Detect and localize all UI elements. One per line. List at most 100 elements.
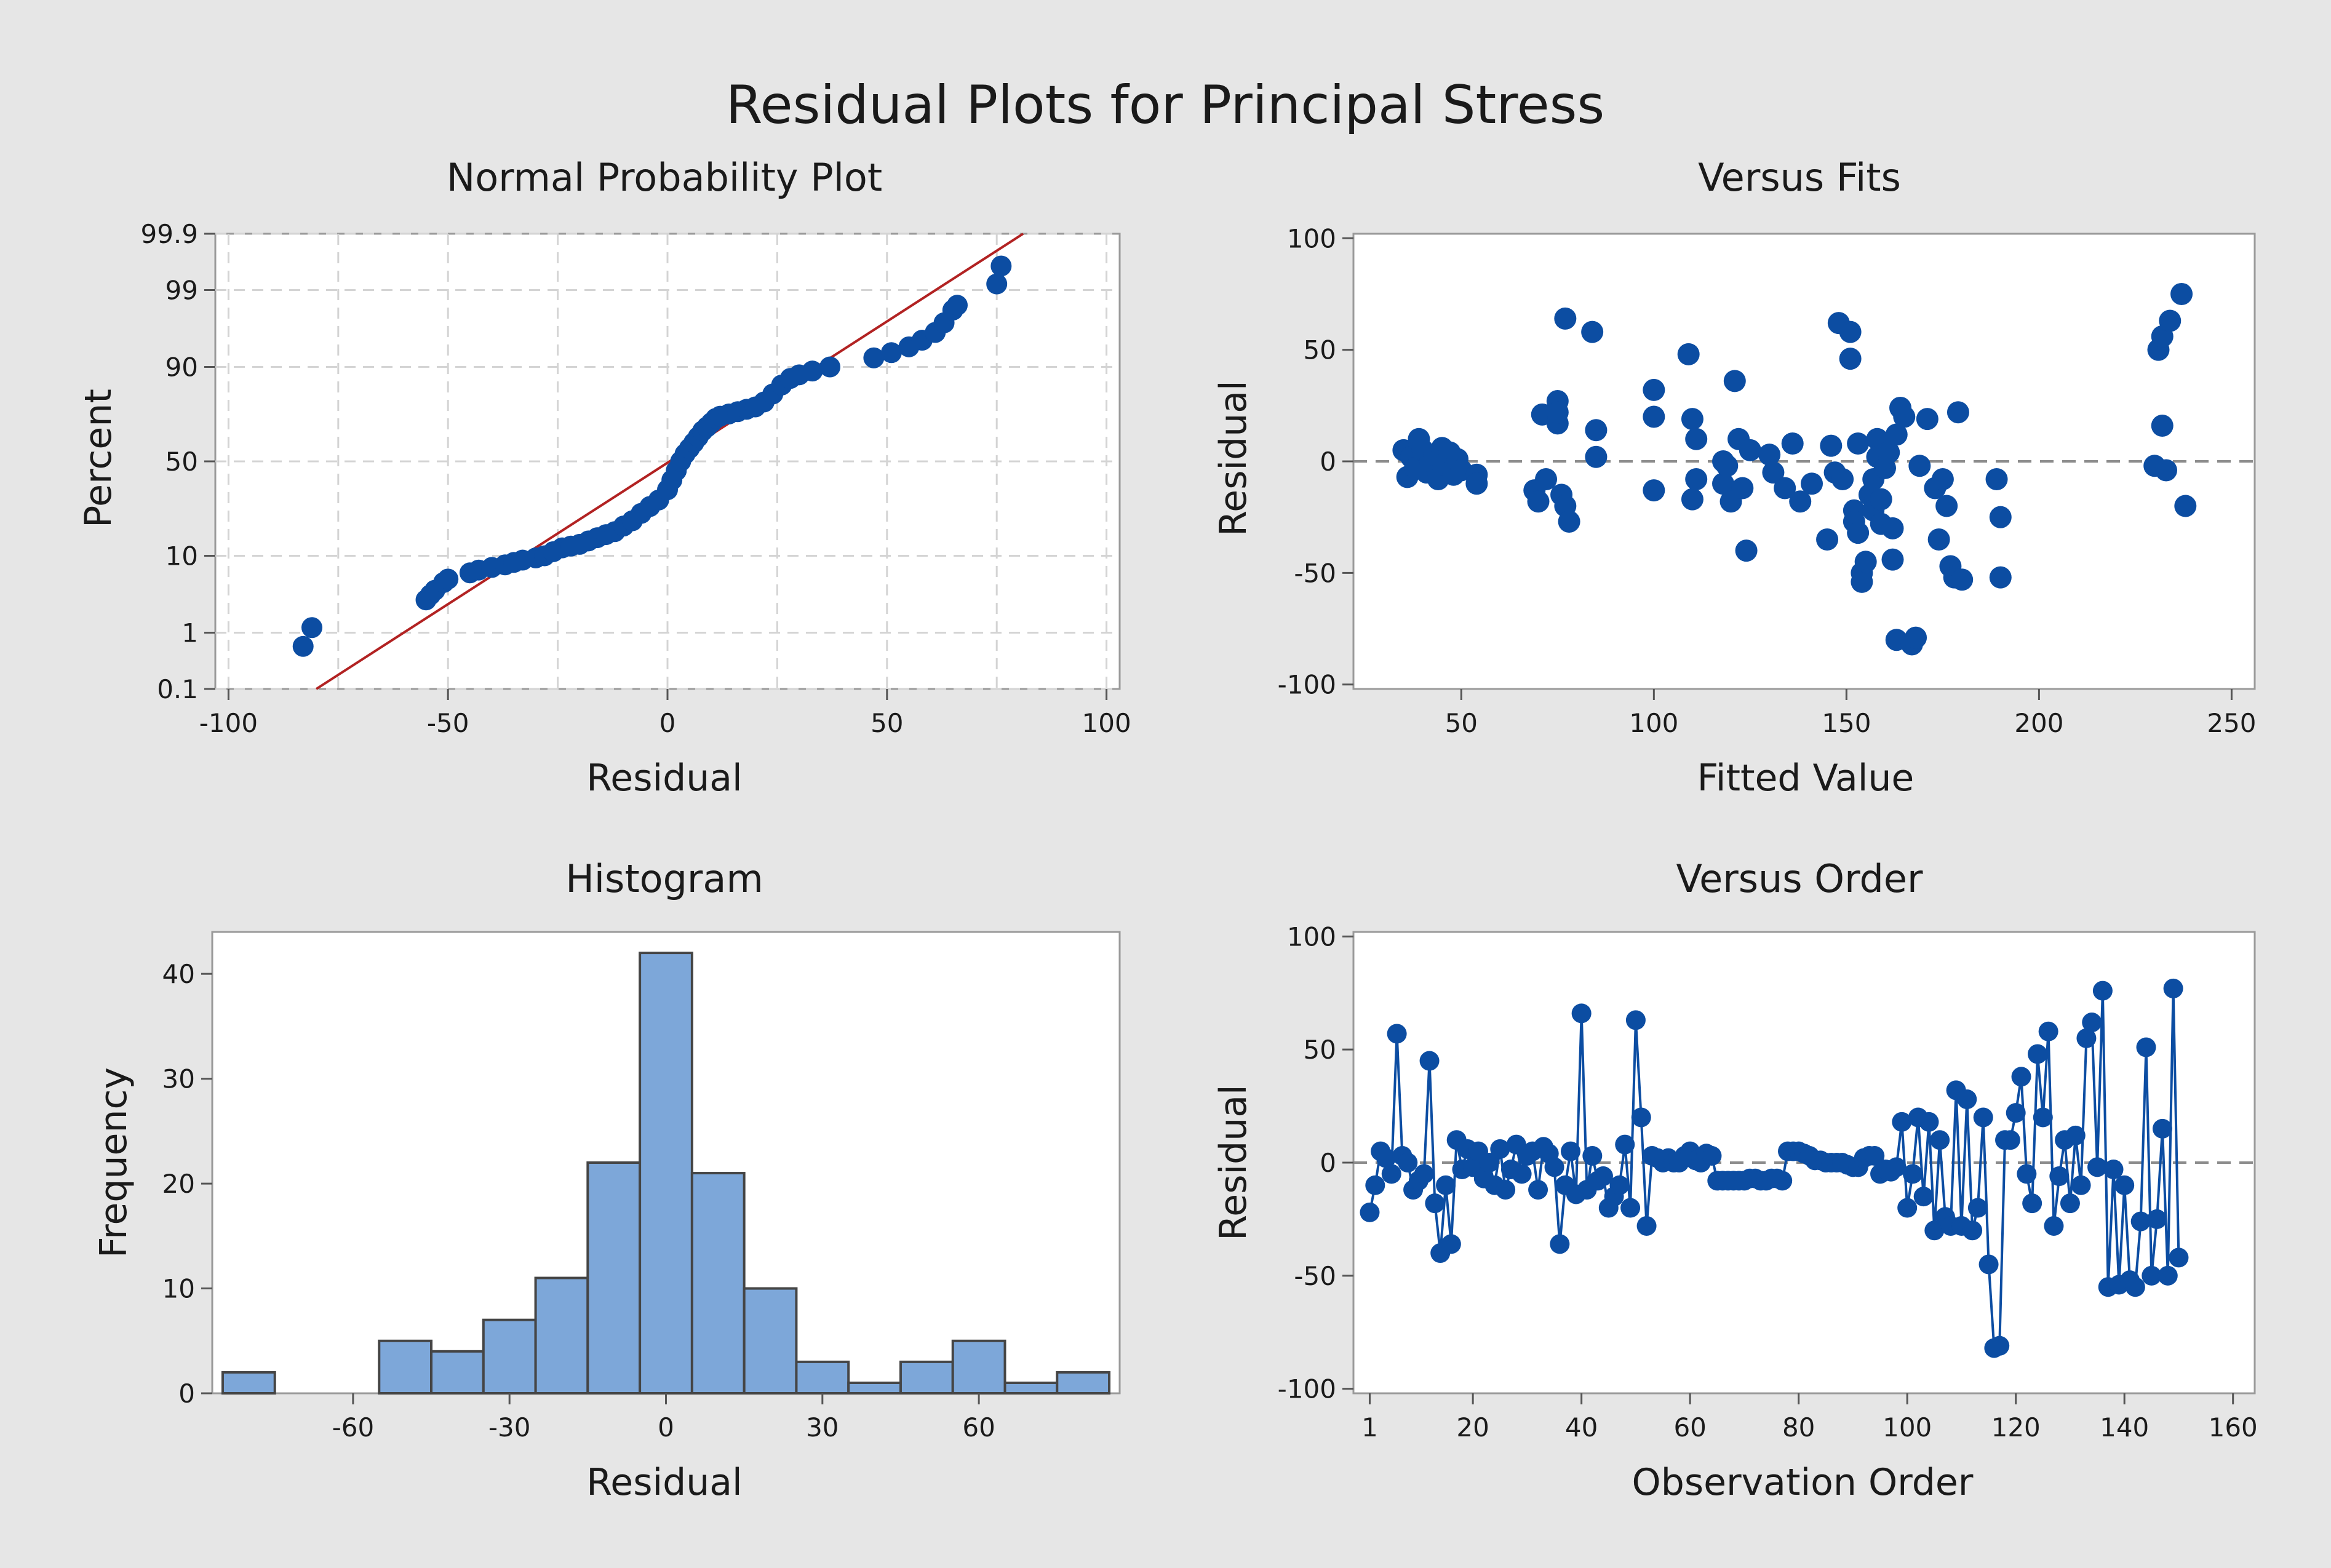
npp-point (301, 617, 322, 639)
fits-xlabel: Fitted Value (1697, 757, 1915, 800)
fits-point (1881, 517, 1904, 539)
order-xtick-label: 60 (1673, 1412, 1706, 1443)
fits-point (1685, 428, 1708, 450)
order-point (1702, 1145, 1722, 1166)
npp-point (946, 295, 968, 316)
fits-point (1931, 468, 1954, 491)
order-point (2076, 1028, 2097, 1048)
npp-xtick-label: 50 (871, 708, 903, 738)
fits-point (1527, 490, 1550, 513)
fits-point (1677, 343, 1700, 365)
fits-point (1985, 468, 2008, 491)
fits-point (1893, 405, 1916, 428)
order-xtick-label: 120 (1991, 1412, 2041, 1443)
order-point (2082, 1013, 2102, 1033)
npp-point (863, 347, 885, 368)
order-point (1582, 1145, 1603, 1166)
order-point (2022, 1193, 2042, 1214)
fits-point (2151, 414, 2174, 437)
fits-xtick-label: 100 (1629, 708, 1678, 738)
order-xlabel: Observation Order (1632, 1461, 1974, 1504)
fits-point (1989, 566, 2012, 589)
order-point (1886, 1157, 1907, 1177)
hist-xtick-label: 60 (962, 1412, 995, 1443)
hist-bar (639, 952, 693, 1395)
npp-point (819, 356, 841, 378)
hist-ytick-label: 0 (178, 1379, 195, 1409)
figure-title: Residual Plots for Principal Stress (726, 74, 1604, 136)
order-point (1365, 1175, 1385, 1195)
fits-point (2170, 282, 2193, 305)
npp-ytick-label: 99 (165, 275, 198, 305)
fits-xtick-label: 250 (2207, 708, 2256, 738)
fits-point (1916, 408, 1939, 431)
fits-point (1554, 307, 1577, 330)
order-point (1496, 1180, 1516, 1200)
fits-point (1762, 461, 1785, 484)
order-point (2147, 1209, 2167, 1229)
order-point (1425, 1193, 1445, 1214)
order-point (1973, 1107, 1993, 1128)
order-point (1381, 1164, 1401, 1184)
npp-point (292, 635, 314, 657)
hist-bar (1056, 1371, 1111, 1395)
order-ytick-label: 50 (1304, 1035, 1336, 1065)
order-point (2044, 1216, 2064, 1236)
hist-xtick-label: -60 (332, 1412, 375, 1443)
order-point (1930, 1130, 1950, 1150)
order-point (1398, 1153, 1418, 1172)
order-xtick-label: 1 (1361, 1412, 1378, 1443)
order-point (2163, 978, 2183, 998)
fits-point (1685, 468, 1708, 491)
fits-ytick-label: 50 (1304, 335, 1336, 365)
fits-point (1681, 488, 1703, 511)
fits-ytick-label: -50 (1294, 558, 1336, 588)
hist-xtick-label: 0 (658, 1412, 674, 1443)
npp-ytick-label: 0.1 (157, 674, 198, 704)
order-point (2087, 1157, 2108, 1177)
order-point (2017, 1164, 2037, 1184)
order-point (2000, 1130, 2020, 1150)
hist-bar (430, 1350, 485, 1395)
fits-point (1854, 551, 1877, 573)
order-point (2060, 1193, 2080, 1214)
order-point (1441, 1234, 1461, 1254)
order-point (1962, 1220, 1983, 1241)
order-xtick-label: 140 (2100, 1412, 2149, 1443)
fits-point (1946, 401, 1969, 424)
fits-point (2155, 459, 2178, 482)
order-point (1897, 1198, 1918, 1218)
order-point (1561, 1141, 1581, 1161)
order-point (1376, 1148, 1396, 1168)
order-point (2011, 1067, 2031, 1087)
npp-xtick-label: 0 (659, 708, 676, 738)
fits-point (1546, 401, 1569, 424)
fits-point (1643, 405, 1665, 428)
histogram-panel: Histogram Residual Frequency 0 10 20 30 40 -6… (92, 856, 1121, 1504)
fits-point (1831, 468, 1854, 491)
order-ylabel: Residual (1212, 1084, 1255, 1240)
order-xtick-label: 100 (1883, 1412, 1932, 1443)
fits-point (1739, 439, 1761, 461)
order-point (1550, 1234, 1570, 1254)
hist-bar (482, 1318, 537, 1395)
npp-ytick-label: 99.9 (140, 219, 198, 249)
npp-ytick-label: 50 (165, 447, 198, 477)
fits-ylabel: Residual (1212, 380, 1255, 536)
versus-fits-panel: Versus Fits Fitted Value Residual -100 -5… (1212, 155, 2257, 800)
order-point (1387, 1024, 1407, 1044)
fits-ytick-label: -100 (1278, 670, 1336, 700)
order-point (1978, 1254, 1999, 1275)
fits-point (1905, 626, 1927, 649)
npp-ytick-label: 90 (165, 352, 198, 383)
order-point (2049, 1166, 2070, 1187)
npp-xtick-label: -100 (199, 708, 258, 738)
fits-point (1581, 320, 1604, 343)
order-point (2169, 1248, 2189, 1268)
hist-bar (795, 1360, 850, 1395)
order-point (1865, 1145, 1885, 1166)
order-point (1609, 1175, 1630, 1195)
fits-point (1816, 528, 1839, 551)
fits-point (1951, 568, 1974, 591)
order-point (1528, 1180, 1548, 1200)
